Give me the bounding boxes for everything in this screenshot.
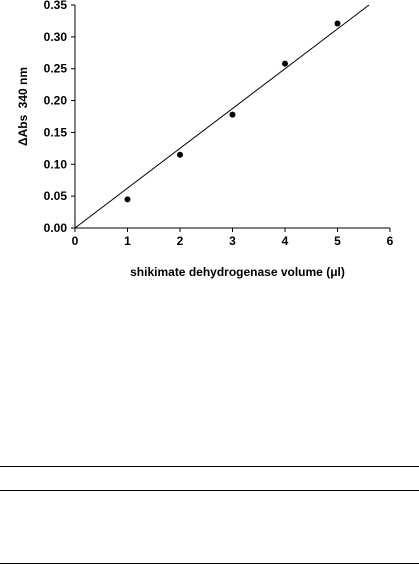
- x-tick-label: 2: [177, 234, 184, 248]
- y-tick-label: 0.25: [44, 62, 68, 76]
- x-axis-ticks: 0 1 2 3 4 5 6: [72, 228, 394, 248]
- table-bottom-rule: [0, 563, 419, 564]
- y-tick-label: 0.05: [44, 189, 68, 203]
- x-tick-label: 1: [124, 234, 131, 248]
- data-point: [124, 196, 131, 203]
- x-tick-label: 3: [229, 234, 236, 248]
- table-header-rule: [0, 490, 419, 491]
- y-tick-label: 0.35: [44, 0, 68, 12]
- y-axis-title-main: ΔAbs: [16, 114, 30, 146]
- x-axis-title: shikimate dehydrogenase volume (μl): [130, 265, 345, 279]
- x-tick-label: 4: [282, 234, 289, 248]
- data-point: [229, 111, 236, 118]
- table-top-rule: [0, 466, 419, 467]
- data-point: [177, 151, 183, 158]
- y-tick-label: 0.30: [44, 30, 68, 44]
- y-axis-title: ΔAbs 340 nm: [16, 67, 30, 146]
- fit-line: [74, 4, 370, 229]
- data-point: [282, 60, 288, 67]
- x-tick-label: 5: [334, 234, 341, 248]
- scatter-chart: 0 1 2 3 4 5 6 0.00 0.05 0.10 0.15 0.20 0.25 0.30 0.35…: [16, 0, 394, 279]
- y-tick-label: 0.10: [44, 157, 68, 171]
- y-axis-ticks: 0.00 0.05 0.10 0.15 0.20 0.25 0.30 0.35: [44, 0, 75, 235]
- data-point: [334, 20, 341, 27]
- y-tick-label: 0.20: [44, 94, 68, 108]
- y-axis-title-subscript: 340 nm: [16, 67, 30, 108]
- y-tick-label: 0.15: [44, 125, 68, 139]
- x-tick-label: 6: [387, 234, 394, 248]
- x-tick-label: 0: [72, 234, 79, 248]
- y-tick-label: 0.00: [44, 221, 68, 235]
- data-points: [124, 20, 341, 203]
